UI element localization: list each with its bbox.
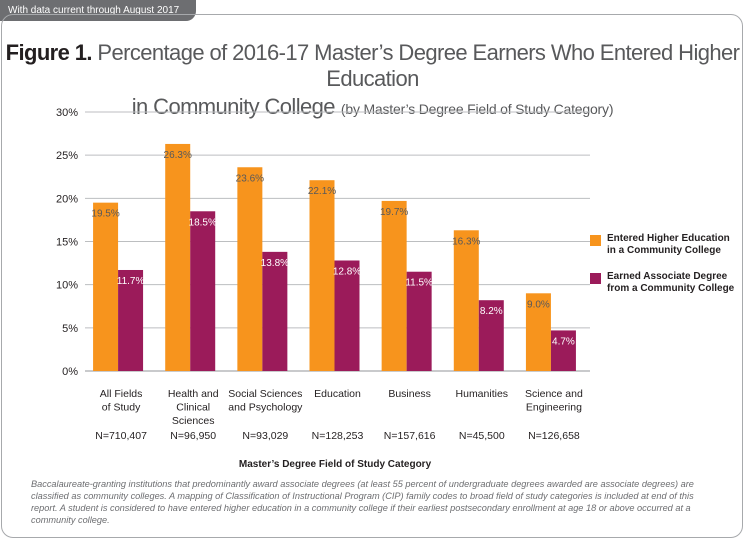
data-label-earned: 13.8% — [261, 258, 289, 269]
bar-entered — [165, 143, 191, 371]
x-tick-label: Humanities — [456, 388, 509, 400]
bar-entered — [93, 202, 119, 371]
bar-earned — [262, 251, 288, 371]
data-label-entered: 9.0% — [527, 299, 550, 310]
bar-earned — [406, 271, 432, 371]
legend-item-earned: Earned Associate Degree from a Community… — [590, 271, 740, 295]
footnote: Baccalaureate-granting institutions that… — [31, 479, 694, 525]
sample-size-label: N=157,616 — [384, 430, 436, 442]
bar-entered — [237, 167, 263, 371]
bar-earned — [118, 269, 144, 371]
x-tick-label: of Study — [102, 402, 141, 414]
x-tick-label: Science and — [525, 388, 583, 400]
data-label-earned: 4.7% — [552, 336, 575, 347]
x-tick-label: Health and — [168, 388, 219, 400]
x-tick-label: Sciences — [172, 415, 215, 427]
sample-size-label: N=710,407 — [95, 430, 147, 442]
title-line2: in Community College — [131, 94, 336, 119]
bar-earned — [334, 260, 360, 371]
data-label-entered: 26.3% — [164, 150, 192, 161]
data-label-entered: 16.3% — [452, 236, 480, 247]
data-label-entered: 19.7% — [380, 207, 408, 218]
data-label-earned: 11.5% — [405, 278, 433, 289]
bar-entered — [525, 293, 551, 371]
data-label-earned: 8.2% — [480, 306, 503, 317]
sample-size-label: N=128,253 — [312, 430, 364, 442]
chart-subtitle: (by Master’s Degree Field of Study Categ… — [340, 101, 614, 117]
title-line1: Percentage of 2016-17 Master’s Degree Ea… — [91, 40, 740, 91]
data-label-earned: 18.5% — [189, 217, 217, 228]
data-label-earned: 12.8% — [333, 266, 361, 277]
x-tick-label: Engineering — [526, 402, 582, 414]
legend: Entered Higher Education in a Community … — [590, 233, 740, 309]
y-tick-label: 15% — [56, 237, 78, 249]
data-label-earned: 11.7% — [117, 276, 145, 287]
legend-item-entered: Entered Higher Education in a Community … — [590, 233, 740, 257]
y-tick-label: 5% — [62, 323, 78, 335]
bar-earned — [550, 330, 576, 371]
data-label-entered: 19.5% — [91, 209, 119, 220]
legend-swatch-earned — [590, 273, 601, 284]
sample-size-label: N=93,029 — [242, 430, 288, 442]
x-tick-label: Education — [314, 388, 361, 400]
chart-title: Figure 1. Percentage of 2016-17 Master’s… — [0, 40, 745, 120]
y-tick-label: 0% — [62, 366, 78, 378]
legend-swatch-entered — [590, 235, 601, 246]
x-tick-label: Social Sciences — [228, 388, 302, 400]
y-tick-label: 10% — [56, 280, 78, 292]
bar-entered — [381, 200, 407, 371]
bar-entered — [309, 180, 335, 371]
sample-size-label: N=96,950 — [170, 430, 216, 442]
y-tick-label: 30% — [56, 107, 78, 119]
x-tick-label: Clinical — [176, 402, 210, 414]
legend-label-entered: Entered Higher Education in a Community … — [607, 233, 730, 256]
sample-size-label: N=45,500 — [459, 430, 505, 442]
bar-earned — [190, 211, 216, 371]
data-label-entered: 23.6% — [236, 173, 264, 184]
figure-frame — [1, 14, 743, 538]
sample-size-label: N=126,658 — [528, 430, 580, 442]
data-currency-tab: With data current through August 2017 — [0, 0, 196, 21]
x-tick-label: and Psychology — [228, 402, 303, 414]
x-axis-title: Master’s Degree Field of Study Category — [238, 459, 432, 470]
y-tick-label: 20% — [56, 193, 78, 205]
data-label-entered: 22.1% — [308, 186, 336, 197]
x-tick-label: Business — [388, 388, 431, 400]
y-tick-label: 25% — [56, 150, 78, 162]
x-tick-label: All Fields — [100, 388, 143, 400]
legend-label-earned: Earned Associate Degree from a Community… — [607, 271, 735, 294]
bar-earned — [478, 300, 504, 371]
figure-label: Figure 1. — [5, 40, 93, 65]
bar-entered — [453, 230, 479, 371]
